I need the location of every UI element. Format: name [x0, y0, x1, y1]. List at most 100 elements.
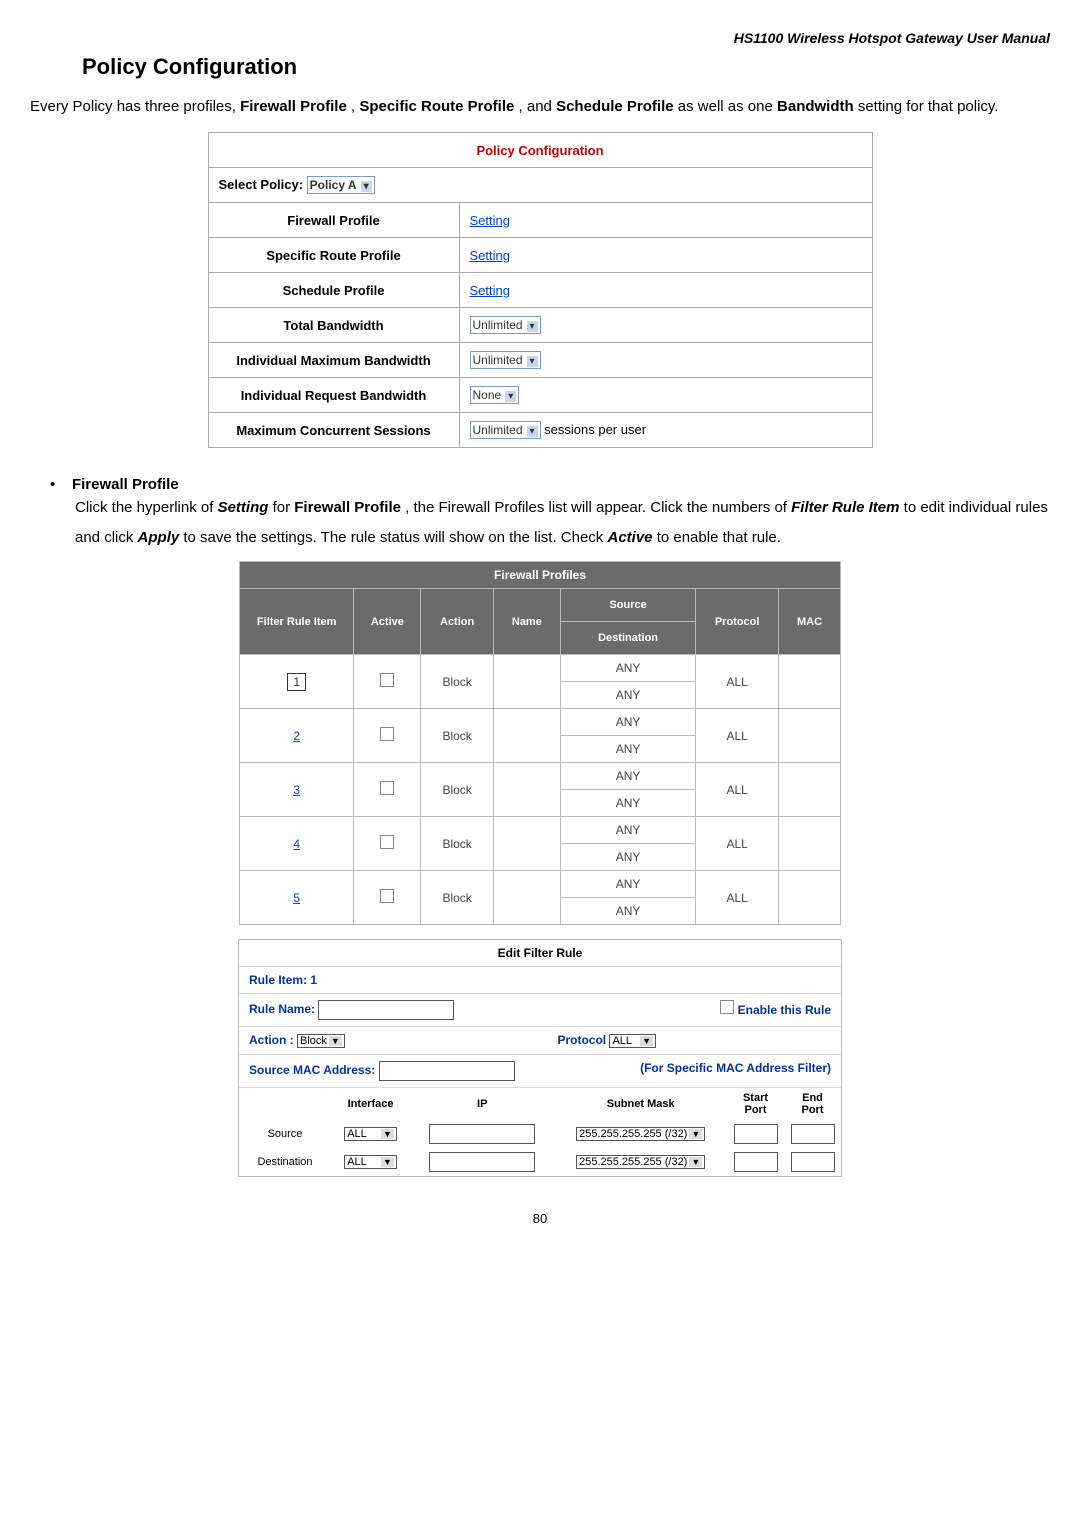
source-cell: ANY	[560, 655, 695, 682]
intro-paragraph: Every Policy has three profiles, Firewal…	[30, 92, 1050, 122]
para-text: to enable that rule.	[657, 529, 781, 546]
policy-select[interactable]: None▾	[470, 386, 520, 404]
source-mac-input[interactable]	[379, 1061, 515, 1081]
setting-link[interactable]: Setting	[470, 213, 510, 228]
col-mac: MAC	[779, 589, 841, 655]
col-active: Active	[354, 589, 421, 655]
protocol-cell: ALL	[696, 871, 779, 925]
select-policy-value: Policy A	[310, 178, 357, 192]
policy-row-label: Schedule Profile	[208, 273, 459, 308]
chevron-down-icon: ▼	[689, 1157, 702, 1167]
active-cell	[354, 763, 421, 817]
policy-select-value: Unlimited	[473, 318, 523, 332]
source-start-port-input[interactable]	[734, 1124, 778, 1144]
policy-select[interactable]: Unlimited▾	[470, 316, 541, 334]
protocol-select[interactable]: ALL ▼	[609, 1034, 656, 1048]
active-cell	[354, 871, 421, 925]
bullet-label: Firewall Profile	[72, 476, 179, 493]
para-setting: Setting	[218, 499, 269, 516]
intro-text: setting for that policy.	[858, 98, 999, 115]
filter-rule-item[interactable]: 3	[240, 763, 354, 817]
col-end-port: End Port	[784, 1088, 841, 1120]
destination-cell: ANY	[560, 682, 695, 709]
rule-num-link: 4	[293, 837, 300, 851]
active-checkbox[interactable]	[380, 781, 394, 795]
policy-select[interactable]: Unlimited▾	[470, 351, 541, 369]
setting-link[interactable]: Setting	[470, 248, 510, 263]
mac-cell	[779, 709, 841, 763]
source-cell: ANY	[560, 709, 695, 736]
enable-rule-checkbox[interactable]	[720, 1000, 734, 1014]
dest-mask-select[interactable]: 255.255.255.255 (/32)▼	[576, 1155, 705, 1169]
chevron-down-icon: ▾	[527, 356, 538, 367]
active-cell	[354, 709, 421, 763]
protocol-cell: ALL	[696, 817, 779, 871]
source-end-port-input[interactable]	[791, 1124, 835, 1144]
action-cell: Block	[421, 817, 493, 871]
source-mac-label: Source MAC Address:	[249, 1063, 375, 1077]
filter-rule-item[interactable]: 1	[240, 655, 354, 709]
rule-item-label: Rule Item: 1	[239, 966, 841, 993]
para-text: for	[273, 499, 295, 516]
name-cell	[493, 709, 560, 763]
name-cell	[493, 817, 560, 871]
source-interface-select[interactable]: ALL ▼	[344, 1127, 397, 1141]
rule-name-input[interactable]	[318, 1000, 454, 1020]
col-protocol: Protocol	[696, 589, 779, 655]
active-checkbox[interactable]	[380, 673, 394, 687]
chevron-down-icon: ▾	[361, 181, 372, 192]
policy-select[interactable]: Unlimited▾	[470, 421, 541, 439]
filter-rule-item[interactable]: 4	[240, 817, 354, 871]
mac-cell	[779, 817, 841, 871]
dest-ip-input[interactable]	[429, 1152, 535, 1172]
protocol-label: Protocol	[557, 1033, 606, 1047]
active-checkbox[interactable]	[380, 889, 394, 903]
rule-num-link: 5	[293, 891, 300, 905]
source-cell: ANY	[560, 817, 695, 844]
intro-schedule: Schedule Profile	[556, 98, 674, 115]
active-cell	[354, 817, 421, 871]
source-row-label: Source	[239, 1120, 331, 1148]
source-ip-input[interactable]	[429, 1124, 535, 1144]
manual-header: HS1100 Wireless Hotspot Gateway User Man…	[30, 30, 1050, 46]
intro-text: as well as one	[678, 98, 777, 115]
dest-mask-value: 255.255.255.255 (/32)	[579, 1156, 687, 1168]
filter-rule-item[interactable]: 2	[240, 709, 354, 763]
mac-cell	[779, 763, 841, 817]
col-source: Source	[560, 589, 695, 622]
active-checkbox[interactable]	[380, 835, 394, 849]
name-cell	[493, 871, 560, 925]
select-policy-dropdown[interactable]: Policy A ▾	[307, 176, 375, 194]
policy-row-value: Unlimited▾	[459, 308, 872, 343]
intro-firewall: Firewall Profile	[240, 98, 347, 115]
active-checkbox[interactable]	[380, 727, 394, 741]
mac-cell	[779, 871, 841, 925]
col-filter-rule: Filter Rule Item	[240, 589, 354, 655]
action-cell: Block	[421, 655, 493, 709]
setting-link[interactable]: Setting	[470, 283, 510, 298]
rule-num-link: 3	[293, 783, 300, 797]
policy-select-value: None	[473, 388, 502, 402]
col-action: Action	[421, 589, 493, 655]
source-cell: ANY	[560, 763, 695, 790]
page-number: 80	[30, 1211, 1050, 1226]
dest-start-port-input[interactable]	[734, 1152, 778, 1172]
chevron-down-icon: ▾	[527, 426, 538, 437]
chevron-down-icon: ▼	[329, 1036, 342, 1046]
action-label: Action :	[249, 1033, 294, 1047]
intro-bandwidth: Bandwidth	[777, 98, 854, 115]
dest-end-port-input[interactable]	[791, 1152, 835, 1172]
rule-num-link: 2	[293, 729, 300, 743]
policy-suffix: sessions per user	[541, 422, 647, 437]
filter-rule-item[interactable]: 5	[240, 871, 354, 925]
page-title: Policy Configuration	[82, 54, 1050, 80]
destination-cell: ANY	[560, 736, 695, 763]
intro-route: Specific Route Profile	[359, 98, 514, 115]
policy-row-label: Individual Request Bandwidth	[208, 378, 459, 413]
policy-row-value: Unlimited▾ sessions per user	[459, 413, 872, 448]
action-select[interactable]: Block▼	[297, 1034, 345, 1048]
source-mask-select[interactable]: 255.255.255.255 (/32)▼	[576, 1127, 705, 1141]
dest-interface-select[interactable]: ALL ▼	[344, 1155, 397, 1169]
policy-row-value: Setting	[459, 238, 872, 273]
col-name: Name	[493, 589, 560, 655]
